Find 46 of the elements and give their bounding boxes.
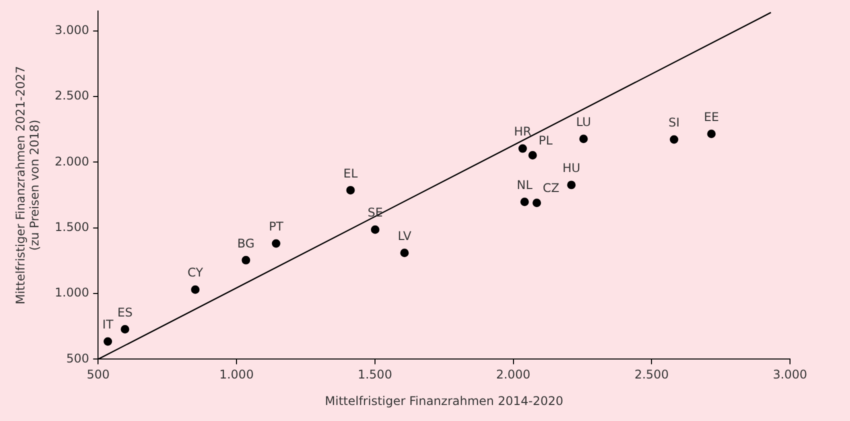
point (272, 239, 280, 248)
data-label: ES (117, 305, 133, 320)
data-label: LV (398, 228, 412, 243)
point (520, 198, 529, 206)
data-label: NL (516, 178, 533, 192)
point (567, 180, 576, 190)
data-label: PT (268, 220, 284, 234)
x-tick-label: 1.500 (358, 368, 392, 382)
point (670, 135, 678, 144)
y-axis-title: Mittelfristiger Finanzrahmen 2021-2027 (zu Preisen von 2018) (13, 66, 42, 304)
data-label: LU (576, 114, 591, 129)
data-label: CZ (542, 181, 560, 196)
data-label: BG (237, 236, 255, 250)
data-label: IT (102, 318, 114, 332)
point (191, 285, 200, 294)
x-axis-title: Mittelfristiger Finanzrahmen 2014-2020 (324, 394, 564, 408)
x-tick-label: 1.000 (219, 368, 254, 382)
data-label: SI (668, 116, 680, 130)
point (346, 186, 355, 194)
data-label: EL (343, 166, 358, 180)
point (120, 325, 130, 334)
point (579, 134, 588, 144)
x-tick-label: 2.500 (634, 368, 669, 382)
y-tick-label: 500 (66, 351, 90, 366)
y-tick-label: 3.000 (54, 23, 90, 38)
point (370, 225, 380, 234)
data-label: HR (514, 124, 532, 139)
point (528, 151, 537, 160)
point (400, 248, 409, 258)
x-tick-label: 2.000 (496, 368, 530, 382)
data-label: HU (562, 161, 580, 176)
data-label: CY (188, 266, 204, 280)
x-tick-label: 3.000 (772, 368, 808, 382)
y-tick-label: 2.500 (54, 88, 90, 103)
point (707, 130, 716, 138)
y-tick-label: 1.500 (54, 220, 90, 234)
y-tick-label: 1.000 (54, 286, 90, 300)
point (532, 198, 542, 208)
x-tick-label: 500 (86, 368, 110, 382)
point (242, 256, 250, 264)
y-tick-label: 2.000 (54, 154, 90, 168)
data-label: PL (538, 133, 553, 148)
point (518, 144, 527, 153)
point (104, 337, 112, 346)
data-label: EE (704, 110, 719, 124)
data-label: SE (368, 206, 383, 220)
